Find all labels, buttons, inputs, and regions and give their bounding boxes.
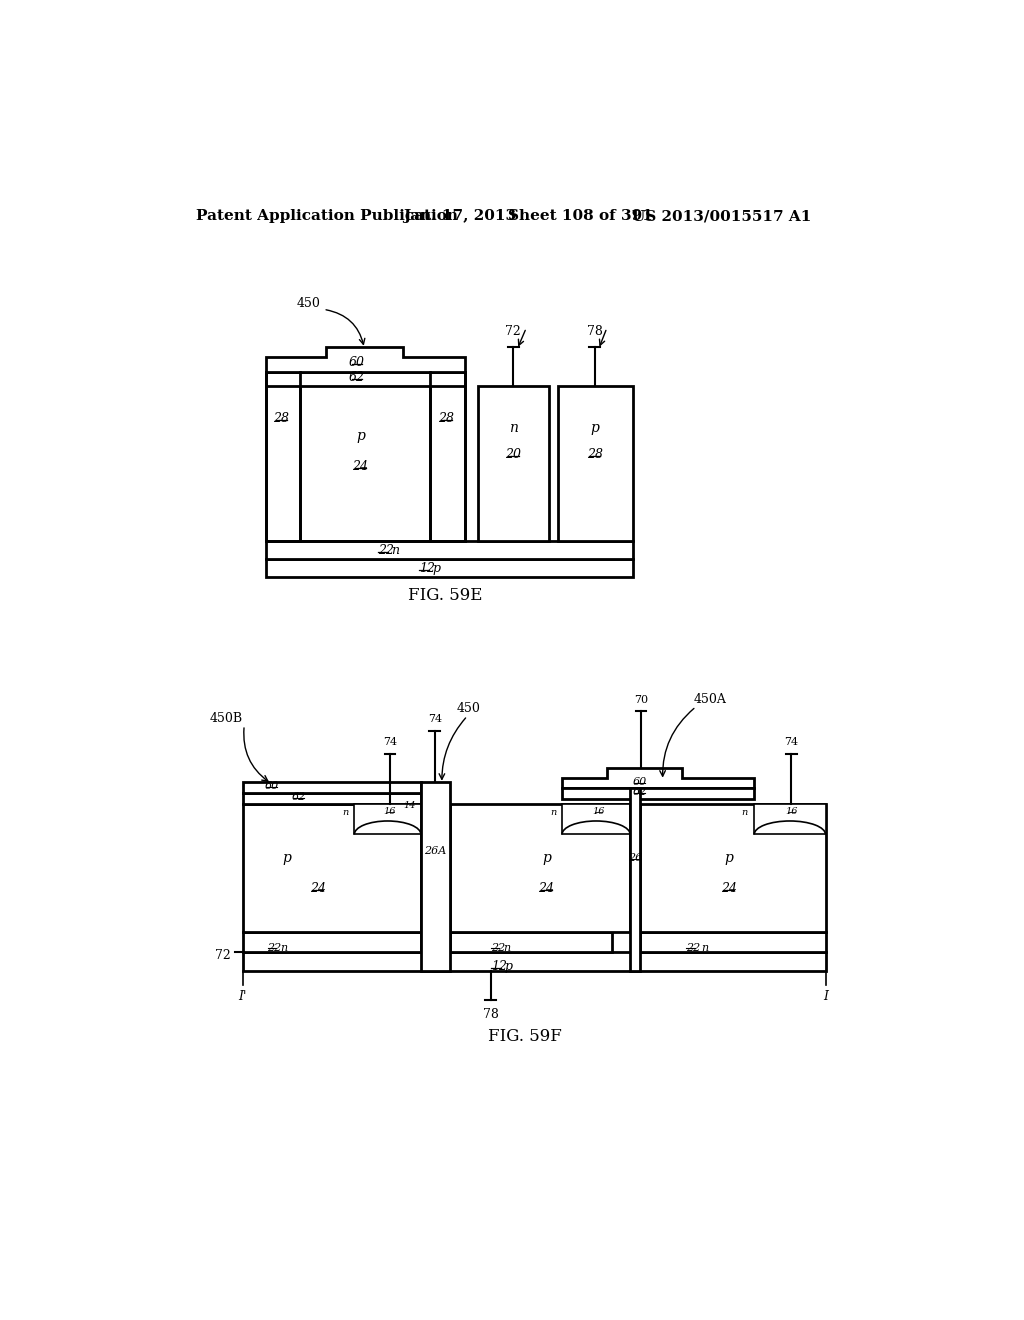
Bar (755, 804, 825, 834)
Text: 22: 22 (490, 942, 505, 953)
Text: 16: 16 (384, 807, 396, 816)
Text: n: n (280, 942, 287, 953)
Bar (450, 932, 612, 952)
Text: 22: 22 (267, 942, 282, 953)
Text: 24: 24 (310, 882, 326, 895)
Text: 72: 72 (215, 949, 231, 962)
Bar (266, 372, 465, 385)
Text: n: n (550, 808, 557, 817)
Text: 62: 62 (633, 787, 646, 797)
Text: p: p (432, 561, 440, 574)
Text: 450: 450 (296, 297, 321, 310)
Text: 24: 24 (539, 882, 555, 895)
Text: n: n (391, 544, 399, 557)
Bar (243, 793, 421, 804)
Text: p: p (356, 429, 365, 442)
Text: 16: 16 (592, 807, 605, 816)
Text: n: n (343, 808, 349, 817)
Text: 72: 72 (505, 325, 521, 338)
Text: 28: 28 (587, 449, 602, 462)
Text: n: n (701, 942, 709, 953)
Bar (562, 788, 755, 799)
Text: 22: 22 (378, 544, 393, 557)
Text: 24: 24 (352, 459, 369, 473)
Text: p: p (590, 421, 599, 434)
Bar (243, 932, 421, 952)
Bar (266, 558, 633, 577)
Text: 62: 62 (348, 371, 365, 384)
Text: 16: 16 (785, 807, 798, 816)
Polygon shape (266, 347, 465, 372)
Text: 450B: 450B (210, 713, 243, 726)
Text: 74: 74 (428, 714, 442, 723)
Bar (243, 952, 825, 970)
Text: p: p (283, 850, 291, 865)
Bar (430, 372, 465, 541)
Text: US 2013/0015517 A1: US 2013/0015517 A1 (632, 209, 811, 223)
Text: I: I (823, 990, 828, 1003)
Text: 70: 70 (634, 694, 648, 705)
Text: 78: 78 (587, 325, 602, 338)
Text: I': I' (239, 990, 247, 1003)
Text: 22: 22 (686, 942, 700, 953)
Bar (562, 804, 630, 834)
Text: 26: 26 (628, 853, 642, 862)
Text: p: p (505, 961, 513, 973)
Bar (354, 804, 421, 834)
Text: 60: 60 (264, 781, 279, 791)
Text: Sheet 108 of 391: Sheet 108 of 391 (508, 209, 652, 223)
Text: p: p (724, 850, 733, 865)
Text: 12: 12 (490, 961, 507, 973)
Text: 20: 20 (505, 449, 521, 462)
Text: 450: 450 (457, 702, 481, 715)
Text: 14: 14 (403, 801, 417, 809)
Text: 12: 12 (419, 561, 434, 574)
Text: 60: 60 (348, 356, 365, 370)
Bar (640, 932, 825, 952)
Bar (243, 804, 421, 932)
Text: 28: 28 (438, 412, 455, 425)
Text: 24: 24 (721, 882, 736, 895)
Bar (243, 781, 421, 793)
Bar (450, 804, 630, 932)
Text: Jan. 17, 2013: Jan. 17, 2013 (403, 209, 516, 223)
Text: p: p (542, 850, 551, 865)
Text: 60: 60 (633, 777, 646, 787)
Polygon shape (562, 768, 755, 788)
Text: FIG. 59F: FIG. 59F (487, 1028, 562, 1044)
Text: 62: 62 (292, 792, 305, 801)
Text: 78: 78 (482, 1008, 499, 1022)
Text: n: n (503, 942, 510, 953)
Bar (266, 541, 633, 558)
Text: 28: 28 (273, 412, 290, 425)
Text: FIG. 59E: FIG. 59E (409, 587, 483, 605)
Bar (558, 385, 633, 541)
Text: 450A: 450A (693, 693, 727, 706)
Bar (640, 804, 825, 932)
Text: n: n (741, 808, 748, 817)
Text: n: n (509, 421, 517, 434)
Text: 26A: 26A (424, 846, 446, 857)
Bar (421, 781, 450, 970)
Text: 74: 74 (383, 737, 397, 747)
Bar (630, 788, 640, 970)
Bar (478, 385, 549, 541)
Text: Patent Application Publication: Patent Application Publication (197, 209, 458, 223)
Text: 74: 74 (784, 737, 799, 747)
Bar (266, 372, 300, 541)
